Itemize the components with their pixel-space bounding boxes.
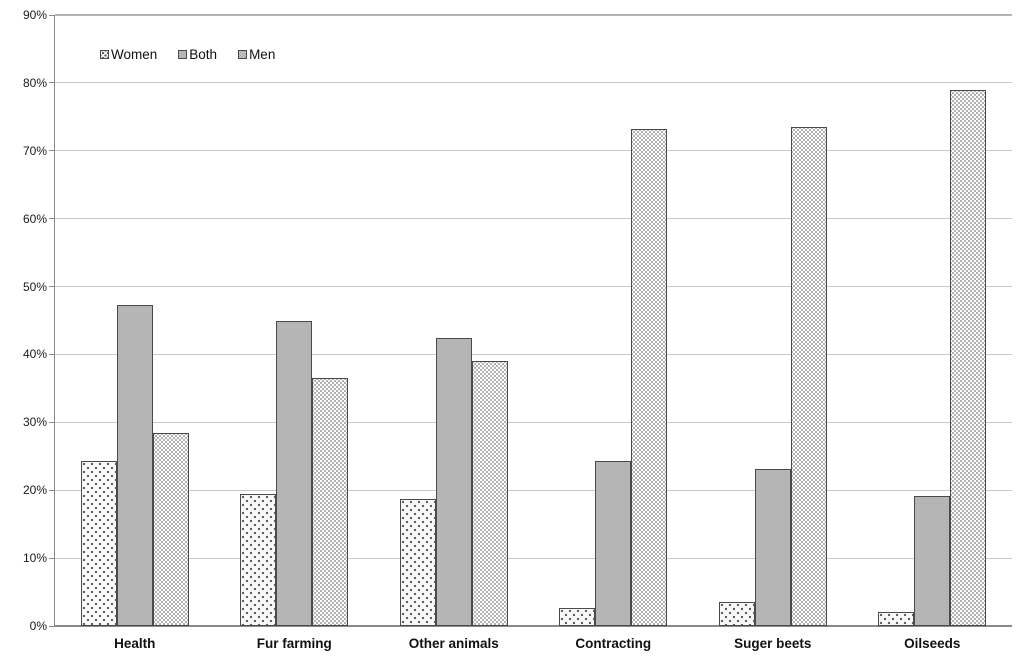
gridline-80 (55, 82, 1012, 84)
x-axis-label-oilseeds: Oilseeds (904, 636, 961, 651)
gridline-30 (55, 421, 1012, 423)
gridline-70 (55, 150, 1012, 152)
bar-men-other-animals (471, 361, 508, 626)
bar-women-contracting (559, 607, 596, 626)
y-axis-label-20: 20% (22, 483, 47, 498)
y-tick-20 (49, 489, 54, 491)
legend-label-men: Men (249, 47, 276, 62)
bar-group-health (80, 304, 189, 626)
bar-both-contracting (595, 461, 632, 626)
y-tick-80 (49, 82, 54, 84)
y-tick-0 (49, 625, 54, 627)
x-axis-label-other-animals: Other animals (408, 636, 499, 651)
x-axis-label-contracting: Contracting (575, 636, 652, 651)
y-tick-30 (49, 421, 54, 423)
bar-men-health (152, 433, 189, 626)
gridline-10 (55, 557, 1012, 559)
bar-group-other-animals (399, 338, 508, 626)
y-axis-label-0: 0% (29, 619, 47, 633)
y-axis-label-10: 10% (22, 551, 47, 566)
y-tick-90 (49, 14, 54, 16)
bar-both-fur-farming (276, 321, 313, 626)
women-swatch-icon (100, 50, 109, 59)
bar-men-oilseeds (950, 89, 987, 626)
legend-label-both: Both (189, 47, 218, 62)
bar-both-suger-beets (754, 468, 791, 626)
bar-group-contracting (559, 129, 668, 626)
y-axis-label-50: 50% (22, 279, 47, 294)
gridline-20 (55, 489, 1012, 491)
bar-women-health (80, 461, 117, 626)
legend: Women Both Men (100, 47, 275, 62)
x-axis-line (55, 625, 1012, 627)
y-tick-70 (49, 150, 54, 152)
bar-women-oilseeds (878, 611, 915, 626)
y-axis-label-40: 40% (22, 347, 47, 362)
gridline-60 (55, 218, 1012, 220)
bar-both-other-animals (435, 338, 472, 626)
x-axis-label-health: Health (114, 636, 156, 651)
y-tick-10 (49, 557, 54, 559)
y-tick-50 (49, 286, 54, 288)
legend-item-both: Both (178, 47, 217, 62)
both-swatch-icon (178, 50, 188, 59)
gridline-40 (55, 353, 1012, 355)
y-tick-40 (49, 353, 54, 355)
y-axis-label-90: 90% (22, 8, 47, 22)
y-axis-label-30: 30% (22, 415, 47, 430)
bar-men-suger-beets (790, 127, 827, 626)
x-axis-label-fur-farming: Fur farming (256, 636, 332, 651)
legend-item-men: Men (238, 47, 275, 62)
plot-area (49, 14, 1012, 627)
bar-group-oilseeds (878, 89, 987, 626)
bar-both-health (116, 304, 153, 626)
x-axis-label-suger-beets: Suger beets (734, 636, 812, 651)
y-axis-label-80: 80% (22, 75, 47, 90)
gridline-90 (55, 14, 1012, 16)
bar-women-suger-beets (718, 602, 755, 626)
bar-women-fur-farming (240, 494, 277, 626)
men-swatch-icon (238, 50, 248, 59)
bar-women-other-animals (399, 499, 436, 626)
bar-men-contracting (631, 129, 668, 626)
gridline-50 (55, 286, 1012, 288)
legend-label-women: Women (111, 47, 158, 62)
y-axis-label-70: 70% (22, 143, 47, 158)
bar-group-fur-farming (240, 321, 349, 626)
y-axis-label-60: 60% (22, 211, 47, 226)
bar-both-oilseeds (914, 496, 951, 626)
y-tick-60 (49, 218, 54, 220)
y-axis-line (54, 15, 55, 627)
legend-item-women: Women (100, 47, 157, 62)
bar-men-fur-farming (312, 377, 349, 626)
bar-group-suger-beets (718, 127, 827, 626)
